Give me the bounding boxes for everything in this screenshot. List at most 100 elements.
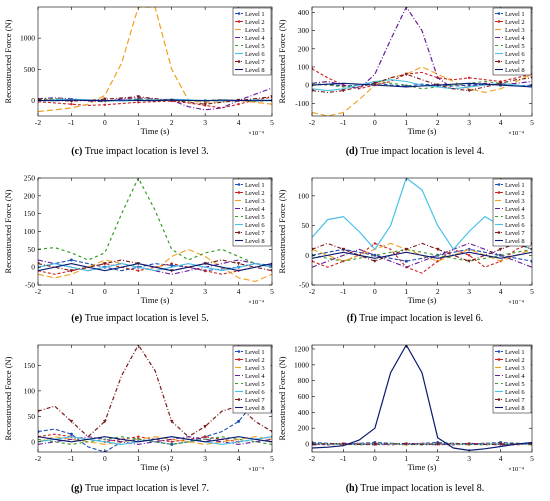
data-point	[137, 101, 140, 104]
data-point	[103, 97, 107, 101]
legend-label: Level 6	[245, 389, 265, 396]
data-point	[169, 419, 174, 424]
y-tick-label: 100	[298, 191, 310, 200]
x-axis-exponent: ×10⁻⁴	[248, 466, 265, 473]
caption-text: True impact location is level 6.	[359, 313, 484, 324]
data-point	[498, 442, 503, 446]
series-group	[312, 7, 532, 116]
series-line-level-8	[38, 99, 272, 102]
x-tick-label: 2	[170, 287, 174, 296]
data-point	[467, 89, 471, 93]
plot-frame	[311, 177, 533, 286]
series-line-level-2	[38, 263, 272, 275]
y-axis-label: Reconstructed Force (N)	[3, 356, 13, 440]
x-tick-label: 1	[404, 287, 408, 296]
data-point	[237, 419, 241, 423]
legend-label: Level 3	[505, 198, 525, 205]
legend-box	[232, 345, 272, 414]
x-tick-label: 4	[499, 454, 503, 463]
y-tick-label: 1200	[294, 344, 309, 353]
data-point	[237, 102, 240, 106]
data-point	[38, 98, 40, 102]
legend-box	[492, 345, 532, 414]
data-point	[498, 81, 503, 86]
legend-marker	[237, 60, 241, 63]
x-tick-label: -2	[309, 118, 315, 127]
data-point	[103, 262, 107, 266]
x-tick-label: 0	[373, 454, 377, 463]
caption-text: True impact location is level 7.	[84, 483, 210, 494]
data-point	[38, 262, 40, 266]
legend-label: Level 8	[505, 405, 525, 412]
data-point	[38, 430, 40, 434]
x-tick-label: 0	[103, 287, 107, 296]
legend-marker	[237, 20, 241, 23]
legend-label: Level 5	[245, 214, 265, 221]
legend-label: Level 1	[505, 11, 525, 18]
legend-label: Level 5	[505, 214, 525, 221]
caption-c: (c) True impact location is level 3.	[5, 146, 275, 157]
x-tick-label: -1	[340, 118, 346, 127]
y-axis-label: Reconstructed Force (N)	[277, 356, 287, 440]
legend-label: Level 6	[245, 222, 265, 229]
data-point	[69, 258, 73, 262]
caption-text: True impact location is level 8.	[360, 483, 485, 494]
series-line-level-8	[312, 345, 532, 452]
legend-label: Level 7	[505, 230, 525, 237]
legend-label: Level 7	[245, 230, 265, 237]
x-axis-exponent: ×10⁻⁴	[508, 130, 525, 137]
legend-label: Level 1	[245, 11, 265, 18]
legend-label: Level 2	[505, 190, 525, 197]
data-point	[530, 247, 532, 252]
legend-label: Level 2	[505, 357, 525, 364]
caption-e: (e) True impact location is level 5.	[5, 313, 275, 324]
caption-letter: (d)	[345, 146, 358, 157]
data-point	[373, 442, 377, 446]
x-tick-label: -1	[68, 118, 74, 127]
data-point	[373, 81, 377, 86]
y-tick-label: 50	[28, 245, 36, 254]
plot-frame	[37, 344, 273, 453]
data-point	[404, 259, 408, 263]
x-axis-label: Time (s)	[408, 295, 437, 305]
legend-label: Level 2	[245, 190, 265, 197]
y-tick-label: 200	[24, 191, 36, 200]
chart-panel-h: -2 -1 0 1 2 3 4 5 0 200 400 600 800 1000 1200 Time (s) ×…	[277, 344, 534, 473]
series-line-level-8	[312, 82, 532, 88]
series-line-level-4	[312, 242, 532, 268]
data-point	[530, 76, 532, 80]
y-tick-label: -50	[25, 281, 35, 290]
legend-label: Level 1	[505, 349, 525, 356]
x-axis-label: Time (s)	[408, 126, 437, 136]
legend-marker	[237, 358, 241, 361]
plot-frame	[311, 6, 533, 117]
caption-text: True impact location is level 5.	[84, 313, 209, 324]
series-line-level-8	[38, 263, 272, 272]
series-line-level-4	[38, 87, 272, 111]
data-point	[404, 442, 409, 446]
legend-box	[232, 7, 272, 76]
data-point	[270, 430, 272, 434]
data-point	[467, 83, 471, 87]
legend-marker	[237, 398, 241, 401]
x-tick-label: 4	[499, 118, 503, 127]
y-tick-label: -100	[295, 99, 309, 108]
x-axis-exponent: ×10⁻⁴	[248, 299, 265, 306]
series-line-level-7	[38, 259, 272, 272]
legend-label: Level 4	[505, 373, 525, 380]
x-tick-label: 3	[467, 287, 471, 296]
caption-g: (g) True impact location is level 7.	[5, 483, 275, 494]
x-tick-label: 4	[237, 287, 241, 296]
legend-label: Level 5	[245, 43, 265, 50]
x-axis-label: Time (s)	[408, 462, 437, 472]
legend-label: Level 5	[245, 381, 265, 388]
series-group	[38, 345, 272, 452]
legend-label: Level 8	[245, 405, 265, 412]
x-tick-label: -2	[35, 118, 41, 127]
x-tick-label: 1	[136, 287, 140, 296]
y-tick-label: 150	[24, 209, 36, 218]
data-point	[467, 259, 471, 264]
